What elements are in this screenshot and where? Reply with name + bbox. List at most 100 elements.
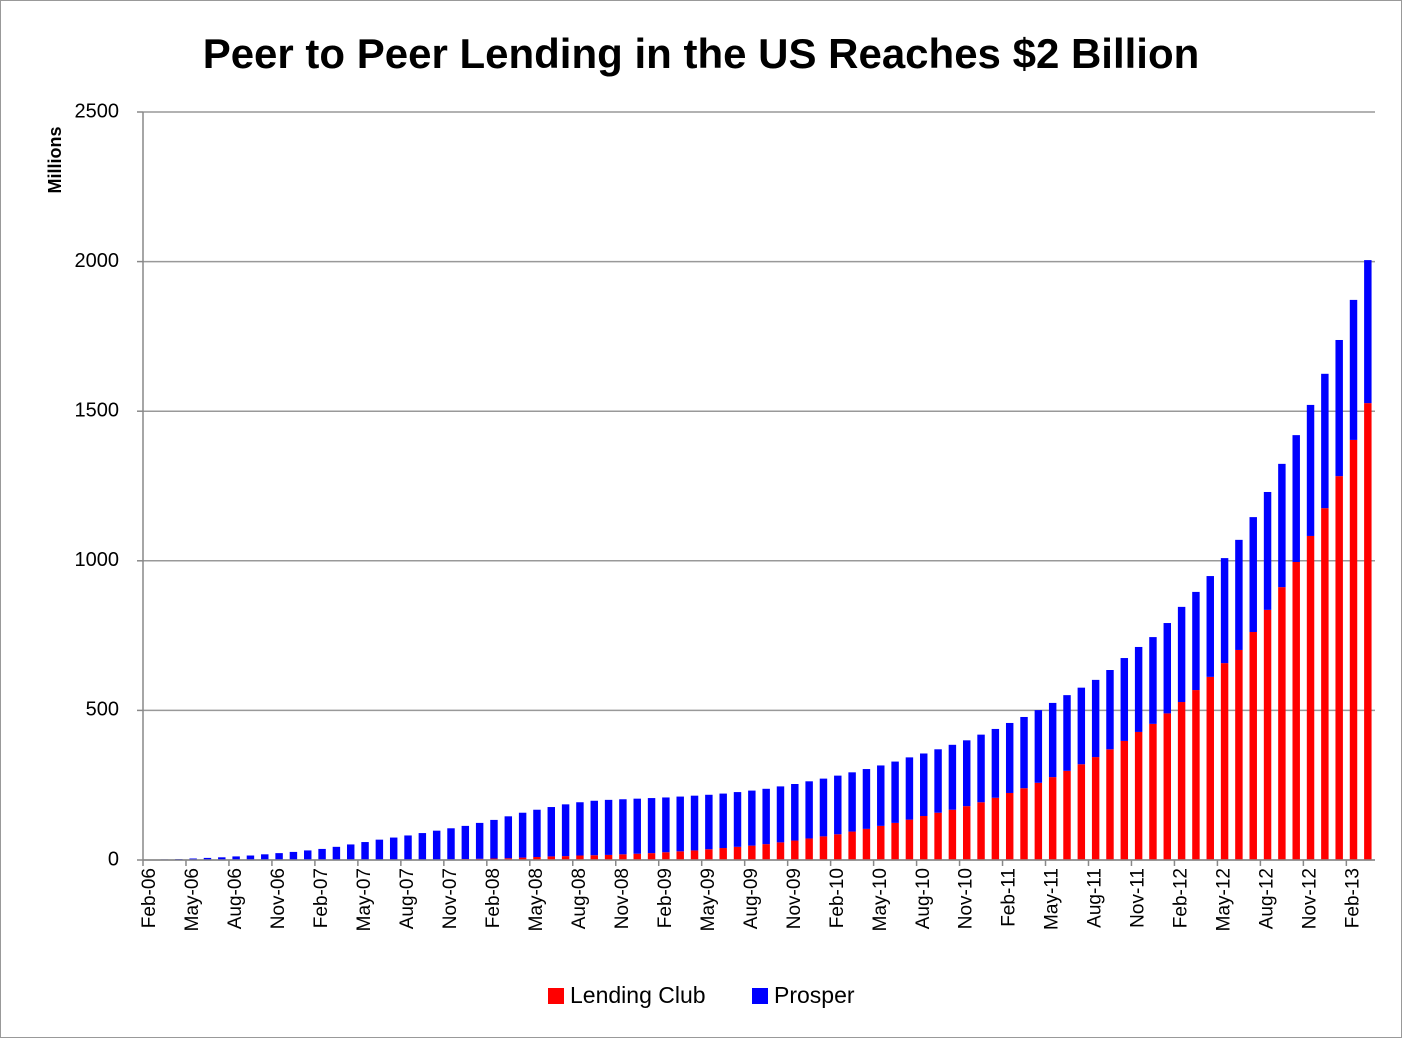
- bar: [690, 850, 699, 860]
- bar: [748, 845, 756, 860]
- bar: [619, 854, 627, 860]
- x-tick-label: Aug-08: [569, 868, 590, 929]
- bar: [1220, 663, 1229, 860]
- bar: [289, 851, 298, 860]
- bar: [404, 835, 412, 860]
- bar: [1077, 764, 1086, 860]
- x-tick-label: Nov-06: [268, 868, 289, 929]
- bar: [533, 809, 541, 858]
- bar: [447, 828, 455, 860]
- bar: [705, 849, 713, 860]
- bar: [547, 807, 556, 857]
- bar: [1063, 770, 1071, 860]
- bar: [547, 856, 556, 860]
- bar: [647, 798, 656, 854]
- x-tick-label: Feb-10: [827, 868, 848, 928]
- x-tick-label: Aug-06: [225, 868, 246, 929]
- bar: [1335, 476, 1343, 860]
- bar: [1106, 670, 1114, 750]
- bar: [1321, 373, 1329, 509]
- bar: [862, 828, 871, 860]
- bar: [733, 792, 742, 847]
- bar: [1034, 710, 1043, 783]
- bar: [1091, 679, 1100, 758]
- bar: [977, 802, 985, 860]
- bar: [561, 856, 570, 860]
- x-tick-label: Nov-11: [1128, 868, 1149, 928]
- legend-swatch: [752, 988, 768, 1004]
- x-tick-label: Feb-13: [1343, 868, 1364, 928]
- bar: [834, 834, 842, 860]
- bar: [1249, 517, 1257, 633]
- bar: [1349, 299, 1358, 440]
- bar: [1120, 658, 1129, 741]
- legend-swatch: [548, 988, 564, 1004]
- bar: [246, 855, 255, 860]
- bar: [1206, 576, 1214, 677]
- bar: [389, 837, 398, 860]
- x-tick-label: Nov-10: [956, 868, 977, 929]
- bar: [1163, 623, 1172, 714]
- bar: [705, 794, 713, 850]
- bar: [1120, 740, 1129, 860]
- bar: [1192, 591, 1200, 691]
- bar: [619, 799, 627, 855]
- bar: [819, 778, 828, 837]
- bar: [819, 836, 828, 860]
- bar: [518, 857, 527, 860]
- x-tick-label: Nov-07: [440, 868, 461, 929]
- y-tick-label: 2000: [75, 250, 120, 272]
- bar: [719, 848, 727, 860]
- bar: [1278, 463, 1286, 588]
- bar: [905, 819, 914, 860]
- bar: [218, 857, 226, 860]
- bar: [1048, 777, 1057, 860]
- bar: [934, 812, 942, 860]
- bar: [504, 816, 513, 859]
- bar: [1106, 749, 1114, 860]
- bar: [805, 838, 813, 860]
- y-tick-label: 500: [86, 699, 119, 721]
- bar: [1177, 702, 1186, 860]
- bar: [1192, 690, 1200, 860]
- bar: [991, 797, 1000, 860]
- x-tick-label: Nov-08: [612, 868, 633, 929]
- bar: [676, 796, 684, 852]
- bar: [633, 853, 641, 860]
- bar: [375, 839, 384, 860]
- bar: [590, 855, 598, 860]
- bar: [561, 804, 570, 857]
- x-tick-label: Feb-09: [655, 868, 676, 928]
- bar: [576, 855, 584, 860]
- bar: [1149, 637, 1157, 724]
- x-tick-label: May-10: [870, 868, 891, 931]
- bar: [475, 822, 484, 859]
- x-tick-label: Aug-10: [913, 868, 934, 929]
- bar: [662, 852, 670, 860]
- bar: [1292, 435, 1300, 562]
- bar: [733, 846, 742, 860]
- bar: [1235, 539, 1243, 650]
- x-tick-label: May-11: [1042, 868, 1063, 930]
- bar: [1306, 535, 1315, 860]
- bar: [633, 798, 641, 854]
- bar: [1292, 561, 1300, 860]
- bar: [1077, 687, 1086, 765]
- x-tick-label: Aug-11: [1085, 868, 1106, 928]
- y-tick-label: 0: [108, 848, 119, 870]
- bar: [332, 846, 341, 860]
- bar: [1177, 606, 1186, 703]
- bar: [346, 844, 355, 860]
- bar: [762, 788, 770, 845]
- bar: [1134, 646, 1143, 732]
- bar: [1335, 339, 1343, 477]
- bar: [1020, 716, 1028, 789]
- bar: [1149, 723, 1157, 860]
- bar: [962, 740, 971, 807]
- bar: [805, 781, 813, 839]
- bar: [690, 795, 699, 851]
- bar: [1163, 713, 1172, 860]
- legend-label: Lending Club: [570, 982, 706, 1008]
- x-tick-label: Feb-08: [483, 868, 504, 928]
